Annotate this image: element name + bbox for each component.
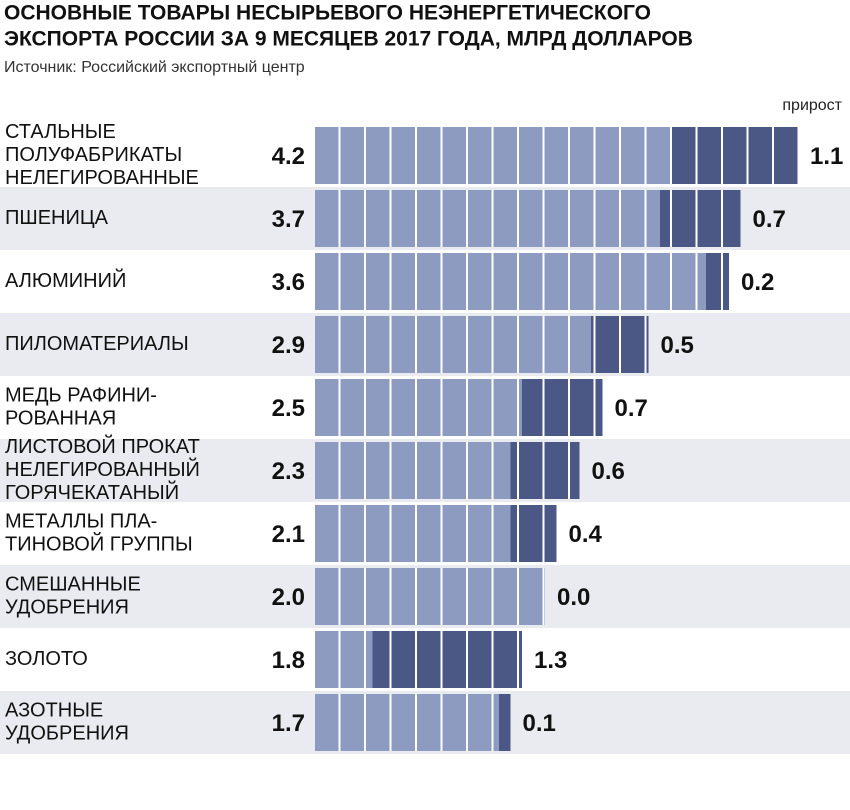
growth-texture xyxy=(510,505,557,562)
value-label: 2.9 xyxy=(272,332,305,359)
category-label: СТАЛЬНЫЕ xyxy=(5,121,116,143)
growth-texture xyxy=(671,127,798,184)
value-label: 2.3 xyxy=(272,458,305,485)
source: Источник: Российский экспортный центр xyxy=(4,59,305,76)
growth-label: 0.7 xyxy=(753,206,786,233)
bar-texture xyxy=(315,253,729,310)
category-label: ЛИСТОВОЙ ПРОКАТ xyxy=(5,434,200,458)
growth-texture xyxy=(706,253,729,310)
growth-texture xyxy=(372,631,522,688)
category-label: РОВАННАЯ xyxy=(5,407,116,429)
category-label: СМЕШАННЫЕ xyxy=(5,573,141,595)
value-label: 1.7 xyxy=(272,710,305,737)
category-label: АЛЮМИНИЙ xyxy=(5,268,126,292)
category-label: ПИЛОМАТЕРИАЛЫ xyxy=(5,333,189,355)
growth-label: 0.0 xyxy=(557,584,590,611)
growth-label: 0.2 xyxy=(741,269,774,296)
value-label: 3.6 xyxy=(272,269,305,296)
growth-texture xyxy=(660,190,741,247)
category-label: МЕТАЛЛЫ ПЛА- xyxy=(5,510,157,532)
category-label: НЕЛЕГИРОВАННЫЙ xyxy=(5,457,200,481)
category-label: АЗОТНЫЕ xyxy=(5,699,103,721)
growth-label: 0.5 xyxy=(661,332,694,359)
category-label: ПШЕНИЦА xyxy=(5,207,109,229)
growth-label: 1.1 xyxy=(810,143,843,170)
bar-texture xyxy=(315,694,511,751)
growth-label: 1.3 xyxy=(534,647,567,674)
category-label: ГОРЯЧЕКАТАНЫЙ xyxy=(5,480,179,504)
category-label: НЕЛЕГИРОВАННЫЕ xyxy=(5,167,199,189)
category-label: ПОЛУФАБРИКАТЫ xyxy=(5,144,182,166)
category-label: УДОБРЕНИЯ xyxy=(5,722,129,744)
value-label: 4.2 xyxy=(272,143,305,170)
growth-texture xyxy=(591,316,649,373)
value-label: 1.8 xyxy=(272,647,305,674)
value-label: 2.5 xyxy=(272,395,305,422)
growth-label: 0.1 xyxy=(523,710,556,737)
growth-label: 0.7 xyxy=(615,395,648,422)
value-label: 2.1 xyxy=(272,521,305,548)
growth-header: прирост xyxy=(782,97,842,114)
value-label: 2.0 xyxy=(272,584,305,611)
growth-texture xyxy=(522,379,603,436)
category-label: ЗОЛОТО xyxy=(5,648,88,670)
bar-texture xyxy=(315,568,545,625)
title-line: ОСНОВНЫЕ ТОВАРЫ НЕСЫРЬЕВОГО НЕЭНЕРГЕТИЧЕ… xyxy=(4,2,651,25)
value-label: 3.7 xyxy=(272,206,305,233)
growth-label: 0.4 xyxy=(569,521,603,548)
growth-texture xyxy=(499,694,511,751)
growth-texture xyxy=(510,442,580,499)
growth-label: 0.6 xyxy=(592,458,625,485)
category-label: УДОБРЕНИЯ xyxy=(5,596,129,618)
category-label: МЕДЬ РАФИНИ- xyxy=(5,384,157,406)
category-label: ТИНОВОЙ ГРУППЫ xyxy=(5,531,193,555)
title-line: ЭКСПОРТА РОССИИ ЗА 9 МЕСЯЦЕВ 2017 ГОДА, … xyxy=(4,28,693,51)
